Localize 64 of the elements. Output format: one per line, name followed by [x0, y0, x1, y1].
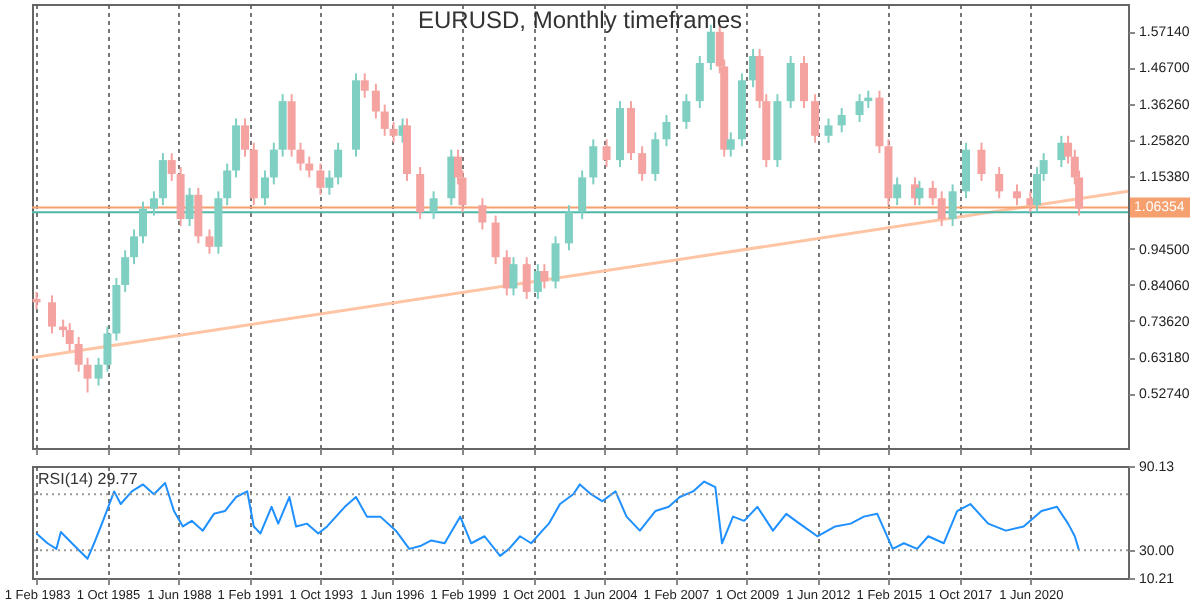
candlestick	[491, 214, 500, 266]
candlestick	[389, 120, 398, 144]
candlestick	[855, 93, 864, 123]
candlestick	[638, 145, 647, 182]
candlestick	[47, 294, 56, 335]
candlestick	[928, 179, 937, 207]
candlestick	[695, 55, 704, 110]
candlestick	[948, 183, 957, 227]
candlestick	[149, 190, 158, 217]
candlestick	[260, 169, 269, 207]
candlestick	[578, 169, 587, 221]
candlestick	[509, 256, 518, 297]
candlestick	[478, 197, 487, 231]
candlestick	[682, 93, 691, 130]
candlestick	[726, 131, 735, 158]
candlestick	[167, 152, 176, 182]
candlestick	[83, 356, 92, 394]
candlestick	[205, 228, 214, 255]
candlestick	[962, 141, 971, 200]
candlestick	[540, 263, 549, 290]
candlestick	[937, 190, 946, 227]
candlestick	[662, 114, 671, 148]
chart-title: RSI(14) 29.77	[38, 470, 139, 488]
candlestick	[185, 186, 194, 227]
candlestick	[223, 162, 232, 207]
candlestick	[977, 141, 986, 182]
candlestick	[232, 117, 241, 179]
chart-title: EURUSD, Monthly timeframes	[417, 6, 743, 34]
candlestick	[360, 72, 369, 99]
candlestick	[837, 107, 846, 134]
candlestick	[602, 138, 611, 169]
candlestick	[564, 204, 573, 252]
candlestick	[429, 190, 438, 221]
candlestick	[893, 176, 902, 207]
candlestick	[139, 200, 148, 245]
candlestick	[334, 141, 343, 186]
candlestick	[380, 103, 389, 137]
candlestick	[551, 235, 560, 290]
candlestick	[915, 179, 924, 207]
candlestick	[325, 169, 334, 196]
candlestick	[130, 228, 139, 266]
candlestick	[74, 336, 83, 373]
candlestick	[626, 100, 635, 162]
candlestick	[651, 131, 660, 182]
candlestick	[65, 322, 74, 352]
candlestick	[296, 141, 305, 172]
candlestick	[811, 93, 820, 144]
candlestick	[786, 55, 795, 110]
candlestick	[316, 162, 325, 196]
candlestick	[240, 117, 249, 158]
candlestick	[800, 55, 809, 110]
candlestick	[589, 138, 598, 186]
candlestick	[1012, 183, 1021, 207]
candlestick	[522, 256, 531, 300]
candlestick	[269, 141, 278, 186]
candlestick	[995, 166, 1004, 200]
candlestick	[447, 148, 456, 207]
candlestick	[158, 152, 167, 207]
candlestick	[194, 186, 203, 245]
candlestick	[121, 249, 130, 293]
candlestick	[824, 117, 833, 144]
candlestick	[371, 82, 380, 120]
candlestick	[416, 166, 425, 221]
candlestick	[176, 166, 185, 227]
